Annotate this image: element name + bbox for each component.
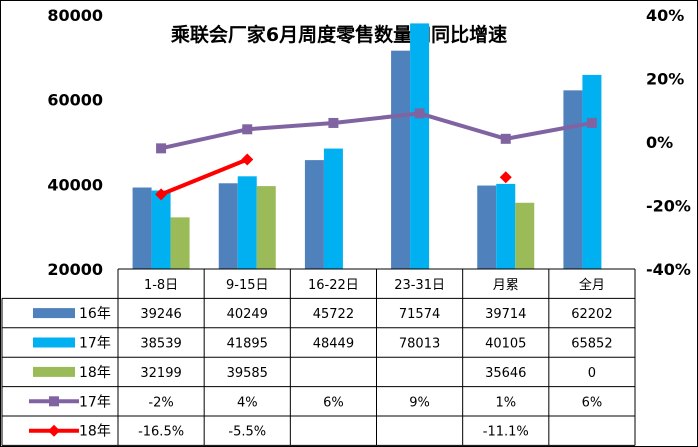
legend-label: 17年: [79, 336, 111, 352]
marker-3-5: [586, 117, 597, 128]
bar-2-1: [256, 186, 276, 269]
legend-label: 18年: [79, 424, 111, 440]
table-cell: 45722: [313, 307, 354, 322]
y-tick-label: 40000: [47, 175, 103, 194]
y-tick-label: 20000: [47, 260, 103, 279]
marker-4-0: [155, 188, 168, 201]
legend-label: 17年: [79, 394, 111, 410]
table-cell: 71574: [399, 307, 440, 322]
category-label: 9-15日: [226, 278, 269, 293]
category-label: 月累: [493, 278, 519, 293]
table-cell: 38539: [140, 337, 181, 352]
bar-2-0: [170, 217, 190, 269]
y2-tick-label: 20%: [646, 70, 684, 89]
table-cell: 40105: [485, 337, 526, 352]
bar-1-1: [237, 176, 257, 269]
table-cell: 39714: [485, 307, 526, 322]
marker-3-0: [156, 143, 167, 154]
table-cell: 32199: [140, 366, 181, 381]
marker-3-1: [242, 124, 253, 135]
y2-tick-label: -40%: [646, 260, 691, 279]
table-cell: 62202: [571, 307, 612, 322]
bar-0-1: [218, 183, 238, 269]
legend-key-0: [33, 308, 75, 319]
bar-1-5: [582, 74, 602, 269]
table-cell: -16.5%: [138, 425, 184, 440]
legend-key-2: [33, 366, 75, 377]
table-cell: 4%: [237, 395, 258, 410]
y-tick-label: 80000: [47, 6, 103, 25]
table-cell: -11.1%: [483, 425, 529, 440]
table-cell: 48449: [313, 337, 354, 352]
table-cell: 65852: [571, 337, 612, 352]
bar-1-3: [410, 23, 430, 269]
table-cell: 39585: [227, 366, 268, 381]
y2-tick-label: 0%: [646, 133, 673, 152]
table-cell: 40249: [227, 307, 268, 322]
legend-label: 16年: [79, 306, 111, 322]
bar-1-0: [151, 190, 171, 269]
legend-label: 18年: [79, 365, 111, 381]
marker-4-1: [241, 153, 254, 166]
chart-title: 乘联会厂家6月周度零售数量和同比增速: [170, 23, 507, 46]
table-cell: 0: [588, 366, 596, 381]
bar-2-4: [515, 202, 535, 269]
marker-3-3: [414, 108, 425, 119]
table-cell: 35646: [485, 366, 526, 381]
bar-1-2: [323, 148, 343, 269]
table-cell: 6%: [323, 395, 344, 410]
bar-1-4: [496, 183, 516, 269]
legend-key-marker-3: [49, 396, 59, 407]
y2-tick-label: -20%: [646, 197, 691, 216]
marker-4-4: [499, 171, 512, 184]
category-label: 1-8日: [144, 278, 178, 293]
series-line-4: [160, 157, 249, 197]
bar-0-3: [391, 50, 411, 269]
category-label: 16-22日: [308, 278, 359, 293]
y2-tick-label: 40%: [646, 6, 684, 25]
table-cell: -2%: [148, 395, 173, 410]
bar-0-4: [477, 185, 497, 269]
table-cell: 6%: [582, 395, 603, 410]
category-label: 全月: [579, 277, 605, 293]
bar-0-2: [304, 160, 324, 269]
table-cell: -5.5%: [228, 425, 266, 440]
legend-key-1: [33, 337, 75, 348]
series-line-3: [160, 111, 593, 151]
legend-key-marker-4: [48, 424, 60, 437]
category-label: 23-31日: [394, 278, 445, 293]
y-tick-label: 60000: [47, 91, 103, 110]
bar-0-0: [132, 187, 152, 269]
table-cell: 41895: [227, 337, 268, 352]
table-cell: 78013: [399, 337, 440, 352]
bar-0-5: [563, 90, 583, 269]
table-cell: 39246: [140, 307, 181, 322]
table-cell: 9%: [409, 395, 430, 410]
marker-3-4: [500, 133, 511, 144]
table-cell: 1%: [495, 395, 516, 410]
marker-3-2: [328, 117, 339, 128]
